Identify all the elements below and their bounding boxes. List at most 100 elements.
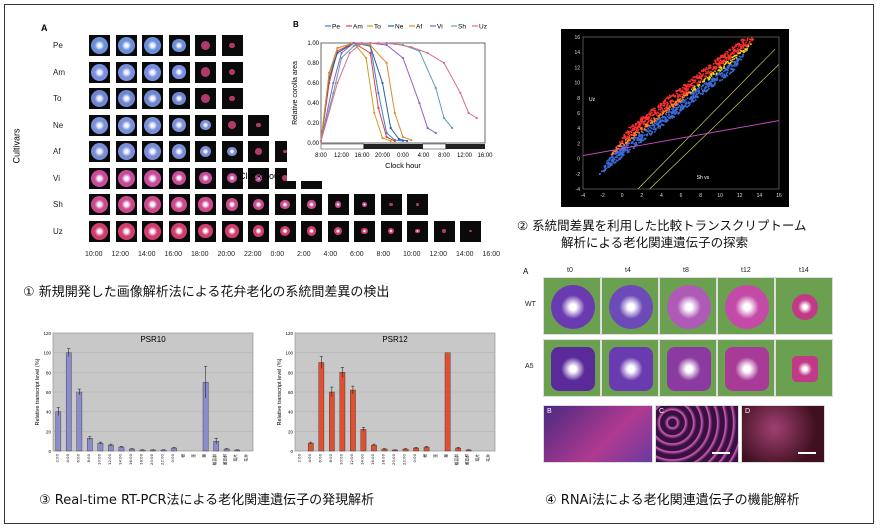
scatter-point — [712, 84, 715, 87]
scatter-point — [681, 101, 684, 103]
hour-tick-label: 12:00 — [111, 251, 130, 258]
day-night-bar — [321, 144, 485, 149]
x-tick-label: 12 — [737, 193, 743, 199]
scatter-point — [644, 119, 647, 121]
scatter-point — [676, 98, 679, 101]
scatter-point — [643, 138, 646, 140]
category-label: 0:00 — [170, 453, 175, 462]
scatter-point — [644, 129, 647, 132]
category-label: 10:00 — [96, 453, 101, 465]
flower-tile — [89, 61, 110, 83]
scatter-point — [685, 88, 687, 91]
scatter-point — [629, 148, 631, 151]
scatter-point — [656, 118, 659, 121]
scatter-point — [664, 118, 667, 121]
scatter-point — [712, 79, 714, 82]
scatter-point — [665, 113, 667, 115]
scatter-point — [679, 109, 681, 112]
scatter-point — [683, 84, 685, 86]
scatter-point — [709, 85, 711, 87]
scatter-point — [617, 152, 619, 155]
scatter-point — [725, 74, 727, 77]
flower-image — [172, 118, 186, 132]
scatter-point — [683, 96, 685, 99]
scatter-point — [645, 118, 648, 121]
series-point — [328, 71, 331, 75]
hour-tick-label: 18:00 — [191, 251, 209, 258]
flower-tile — [142, 61, 163, 83]
scatter-point — [632, 128, 635, 130]
scatter-point — [623, 143, 625, 146]
scatter-point — [609, 156, 612, 159]
scatter-point — [744, 50, 747, 52]
category-label: 22:00 — [402, 453, 407, 465]
scatter-point — [619, 145, 622, 148]
legend-entry: Vi — [437, 24, 443, 31]
panel-3-caption: ③ Real-time RT-PCR法による老化関連遺伝子の発現解析 — [39, 493, 375, 508]
scatter-point — [653, 107, 655, 110]
scatter-point — [655, 121, 658, 123]
scatter-point — [735, 64, 738, 67]
flower-image — [667, 285, 711, 329]
scatter-point — [700, 69, 703, 72]
scatter-point — [698, 87, 700, 89]
series-point — [393, 42, 396, 46]
scatter-point — [705, 86, 707, 89]
scatter-point — [649, 114, 652, 116]
scatter-point — [724, 52, 727, 55]
scatter-point — [730, 56, 732, 58]
flower-image — [388, 228, 394, 234]
flower-image — [306, 226, 317, 236]
scatter-point — [666, 105, 668, 107]
x-tick-label: 8:00 — [438, 153, 450, 159]
scatter-point — [618, 157, 621, 159]
category-label: 葉 — [202, 454, 207, 458]
bar — [339, 372, 346, 452]
scatter-point — [724, 63, 727, 65]
scatter-point — [646, 117, 648, 119]
scatter-point — [708, 76, 711, 79]
scatter-point — [644, 125, 647, 128]
scatter-point — [703, 90, 706, 92]
scatter-point — [668, 108, 671, 111]
scatter-point — [701, 90, 704, 92]
scatter-point — [712, 71, 714, 74]
scatter-point — [604, 169, 607, 172]
scatter-point — [675, 112, 677, 115]
series-point — [406, 139, 409, 143]
scatter-point — [708, 67, 710, 69]
y-tick-label: 8 — [577, 96, 580, 102]
bar-chart-ylabel: Relative transcript level (%) — [277, 358, 283, 425]
scatter-point — [744, 48, 746, 51]
scatter-point — [733, 50, 735, 53]
scatter-point — [689, 102, 691, 104]
scatter-point — [717, 62, 719, 65]
scatter-point — [645, 115, 648, 118]
scatter-point — [671, 117, 674, 119]
scatter-point — [626, 148, 629, 150]
scatter-point — [651, 120, 654, 123]
hour-tick-label: 10:00 — [403, 251, 421, 258]
scatter-point — [604, 165, 606, 168]
scatter-point — [648, 120, 650, 123]
flower-image — [200, 67, 211, 77]
scatter-point — [650, 124, 652, 127]
scatter-point — [708, 71, 711, 73]
scatter-point — [639, 123, 641, 125]
scatter-point — [725, 60, 727, 62]
scatter-point — [619, 152, 621, 155]
series-point — [319, 139, 323, 143]
y-tick-label: 10 — [574, 81, 580, 87]
category-label: 8:00 — [86, 453, 91, 462]
scatter-point — [703, 82, 706, 85]
scatter-point — [705, 75, 708, 78]
scatter-point — [712, 65, 715, 68]
relative-corolla-area-chart: B 0.00 0.20 0.40 0.60 0.80 1.00 8:00 12:00 16:00 2… — [292, 20, 493, 170]
y-tick-label: 60 — [46, 390, 52, 395]
series-point — [352, 41, 355, 45]
scatter-point — [742, 50, 744, 52]
scatter-point — [715, 79, 718, 81]
scatter-point — [676, 90, 678, 93]
category-label: 8:00 — [328, 453, 333, 462]
scatter-point — [692, 76, 694, 79]
